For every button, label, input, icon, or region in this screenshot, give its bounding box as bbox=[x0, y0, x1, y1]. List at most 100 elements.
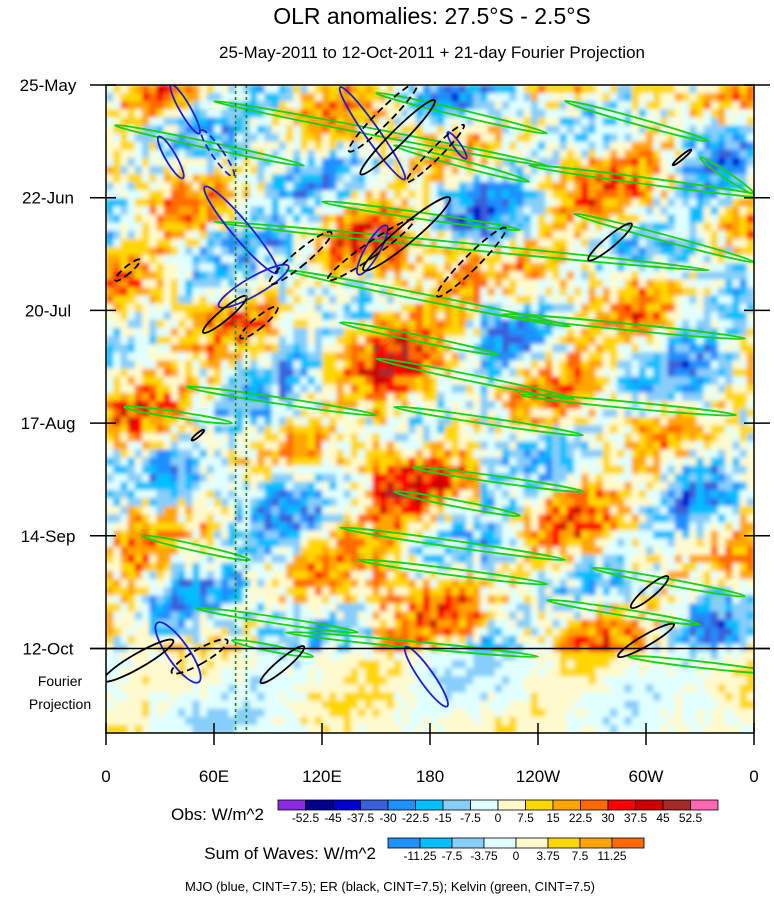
er-contour-14 bbox=[259, 645, 306, 685]
kelvin-contour-8 bbox=[573, 212, 754, 264]
x-tick-label: 120W bbox=[516, 767, 560, 786]
mjo-contour-4 bbox=[199, 129, 236, 178]
obs-level-label: -37.5 bbox=[347, 811, 375, 825]
obs-swatch-7 bbox=[470, 799, 499, 811]
waves-swatch-2 bbox=[451, 837, 485, 849]
y-tick-label: 12-Oct bbox=[22, 639, 73, 658]
kelvin-contour-10 bbox=[285, 269, 572, 328]
er-contour-0 bbox=[359, 99, 436, 176]
obs-swatch-13 bbox=[635, 799, 664, 811]
waves-swatch-0 bbox=[387, 837, 421, 849]
er-contour-2 bbox=[405, 123, 465, 183]
kelvin-contour-9 bbox=[213, 220, 710, 272]
y-tick-label: 25-May bbox=[20, 76, 77, 95]
obs-level-label: 22.5 bbox=[569, 811, 593, 825]
kelvin-contour-16 bbox=[393, 405, 584, 437]
anomaly-field bbox=[106, 85, 754, 733]
projection-label-line1: Fourier bbox=[38, 673, 83, 689]
x-tick-label: 120E bbox=[302, 767, 342, 786]
waves-level-label: -7.5 bbox=[442, 849, 463, 863]
obs-level-label: -22.5 bbox=[402, 811, 430, 825]
obs-swatch-11 bbox=[580, 799, 609, 811]
er-contour-3 bbox=[362, 196, 452, 272]
kelvin-contour-24 bbox=[546, 598, 701, 626]
plot-area bbox=[90, 84, 770, 734]
kelvin-contour-11 bbox=[339, 321, 500, 356]
er-contour-10 bbox=[587, 222, 633, 262]
kelvin-contour-14 bbox=[375, 357, 575, 401]
chart-title: OLR anomalies: 27.5°S - 2.5°S bbox=[273, 3, 591, 29]
kelvin-contour-15 bbox=[519, 393, 737, 417]
waves-level-label: -11.25 bbox=[403, 849, 436, 863]
obs-level-label: 7.5 bbox=[517, 811, 534, 825]
obs-swatch-4 bbox=[387, 799, 416, 811]
y-axis: 25-May 22-Jun 20-Jul 17-Aug 14-Sep 12-Oct bbox=[20, 76, 770, 658]
obs-scale-label: Obs: W/m^2 bbox=[171, 805, 264, 824]
waves-swatch-1 bbox=[419, 837, 453, 849]
kelvin-contour-22 bbox=[141, 534, 251, 562]
obs-swatch-5 bbox=[415, 799, 444, 811]
er-contour-17 bbox=[190, 428, 205, 442]
waves-level-label: 3.75 bbox=[536, 849, 560, 863]
er-contour-9 bbox=[239, 305, 279, 340]
obs-level-label: 15 bbox=[546, 811, 560, 825]
footer-legend: MJO (blue, CINT=7.5); ER (black, CINT=7.… bbox=[185, 879, 595, 894]
y-tick-label: 17-Aug bbox=[21, 414, 76, 433]
obs-swatch-6 bbox=[442, 799, 471, 811]
obs-level-label: -52.5 bbox=[292, 811, 320, 825]
x-tick-label: 60W bbox=[629, 767, 664, 786]
obs-swatch-0 bbox=[277, 799, 306, 811]
kelvin-contour-25 bbox=[195, 606, 359, 634]
kelvin-contour-21 bbox=[357, 558, 548, 586]
er-contours bbox=[106, 85, 693, 685]
kelvin-contour-0 bbox=[375, 91, 548, 135]
obs-colorbar: -52.5 -45 -37.5 -30 -22.5 -15 -7.5 0 7.5 15 22.5 30… bbox=[277, 799, 719, 825]
obs-level-label: -15 bbox=[434, 811, 452, 825]
mjo-contour-8 bbox=[446, 131, 468, 160]
obs-swatch-2 bbox=[332, 799, 361, 811]
er-contour-12 bbox=[170, 638, 229, 675]
er-contour-5 bbox=[435, 226, 507, 298]
obs-swatch-10 bbox=[552, 799, 581, 811]
projection-label-line2: Projection bbox=[29, 696, 91, 712]
obs-level-label: 45 bbox=[656, 811, 670, 825]
er-contour-15 bbox=[617, 622, 675, 659]
x-tick-label: 0 bbox=[101, 767, 110, 786]
kelvin-contour-26 bbox=[285, 631, 539, 658]
waves-swatch-5 bbox=[547, 837, 581, 849]
mjo-contour-9 bbox=[403, 645, 449, 708]
kelvin-contour-19 bbox=[393, 490, 521, 517]
kelvin-contour-28 bbox=[231, 638, 314, 659]
mjo-reference-lines bbox=[234, 85, 248, 733]
waves-level-label: 7.5 bbox=[572, 849, 589, 863]
obs-level-label: 37.5 bbox=[624, 811, 648, 825]
y-tick-label: 22-Jun bbox=[22, 189, 74, 208]
obs-swatch-9 bbox=[525, 799, 554, 811]
mjo-contour-6 bbox=[338, 86, 407, 181]
y-tick-label: 14-Sep bbox=[21, 527, 76, 546]
obs-level-label: 30 bbox=[601, 811, 615, 825]
obs-level-label: 0 bbox=[495, 811, 502, 825]
kelvin-contour-18 bbox=[411, 466, 584, 493]
chart-subtitle: 25-May-2011 to 12-Oct-2011 + 21-day Four… bbox=[219, 43, 645, 62]
obs-level-label: -45 bbox=[324, 811, 342, 825]
er-contour-1 bbox=[347, 85, 419, 153]
obs-swatch-15 bbox=[690, 799, 719, 811]
mjo-contour-0 bbox=[154, 621, 202, 684]
kelvin-contour-27 bbox=[627, 655, 754, 675]
er-contour-7 bbox=[114, 258, 142, 282]
kelvin-contour-1 bbox=[564, 99, 710, 143]
x-axis: 0 60E 120E 180 120W 60W 0 bbox=[101, 723, 759, 786]
obs-level-label: -30 bbox=[379, 811, 397, 825]
er-contour-13 bbox=[106, 638, 175, 683]
er-contour-16 bbox=[629, 575, 670, 610]
obs-swatch-8 bbox=[497, 799, 526, 811]
waves-scale-label: Sum of Waves: W/m^2 bbox=[204, 844, 376, 863]
kelvin-contour-7 bbox=[321, 200, 521, 232]
waves-swatch-4 bbox=[515, 837, 549, 849]
er-contour-4 bbox=[326, 218, 415, 282]
obs-swatch-12 bbox=[607, 799, 636, 811]
mjo-contour-1 bbox=[217, 263, 290, 309]
obs-level-label: 52.5 bbox=[679, 811, 703, 825]
